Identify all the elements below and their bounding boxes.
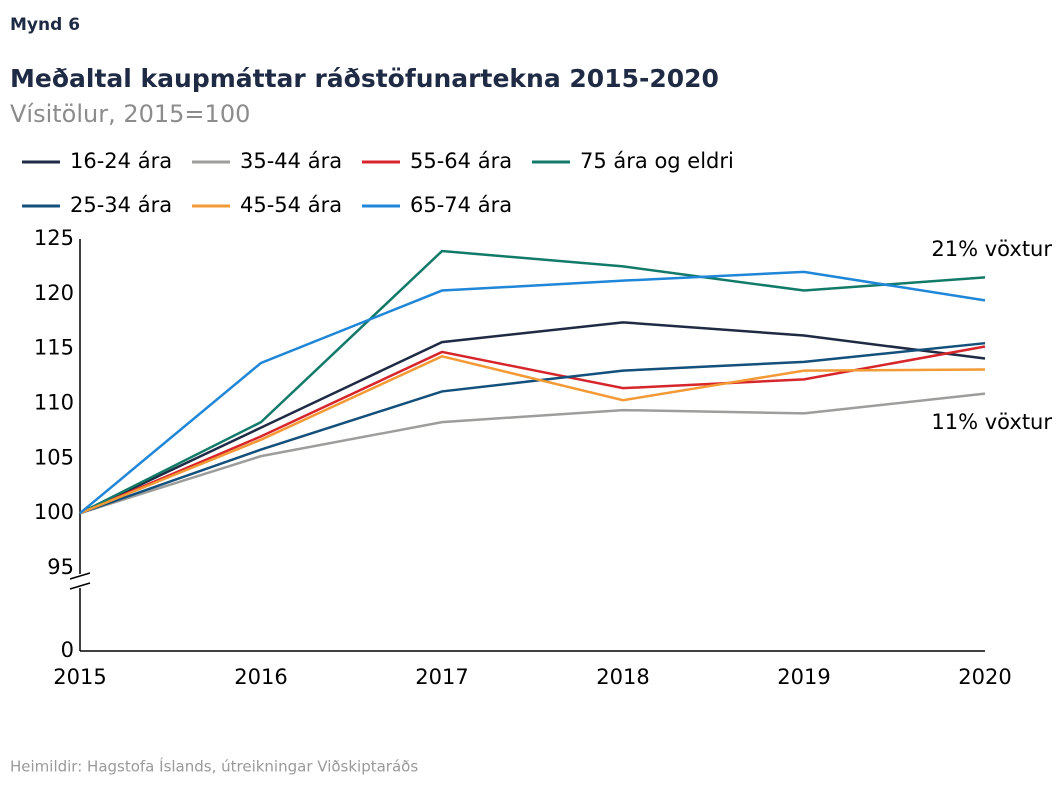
series-line bbox=[79, 355, 986, 515]
legend-label: 16-24 ára bbox=[70, 149, 172, 173]
y-tick-label: 120 bbox=[34, 281, 74, 305]
x-tick-label: 2015 bbox=[53, 665, 106, 689]
y-tick-label: 100 bbox=[34, 500, 74, 524]
chart-subtitle: Vísitölur, 2015=100 bbox=[10, 100, 250, 128]
y-tick-label: 115 bbox=[34, 336, 74, 360]
legend-label: 55-64 ára bbox=[410, 149, 512, 173]
x-tick-label: 2018 bbox=[596, 665, 649, 689]
annotation: 11% vöxtur bbox=[931, 410, 1052, 434]
chart-title: Meðaltal kaupmáttar ráðstöfunartekna 201… bbox=[10, 64, 719, 93]
series-line bbox=[79, 392, 986, 515]
legend-label: 35-44 ára bbox=[240, 149, 342, 173]
y-tick-label: 0 bbox=[61, 638, 74, 662]
series-line bbox=[79, 345, 986, 515]
y-tick-label: 125 bbox=[34, 226, 74, 250]
y-tick-label: 105 bbox=[34, 445, 74, 469]
y-tick-label: 95 bbox=[47, 555, 74, 579]
x-tick-label: 2020 bbox=[958, 665, 1011, 689]
series-line bbox=[79, 321, 986, 515]
series-line bbox=[79, 341, 986, 515]
axis-break-mark bbox=[69, 572, 91, 580]
source-note: Heimildir: Hagstofa Íslands, útreikninga… bbox=[10, 757, 418, 776]
x-tick-label: 2016 bbox=[234, 665, 287, 689]
x-tick-label: 2017 bbox=[415, 665, 468, 689]
x-tick-label: 2019 bbox=[777, 665, 830, 689]
series-line bbox=[79, 249, 986, 515]
figure-label: Mynd 6 bbox=[10, 15, 80, 35]
y-tick-label: 110 bbox=[34, 391, 74, 415]
annotation: 21% vöxtur bbox=[931, 237, 1052, 261]
series-line bbox=[79, 270, 986, 515]
legend-label: 25-34 ára bbox=[70, 193, 172, 217]
axis-break-mark bbox=[69, 582, 91, 590]
legend-label: 65-74 ára bbox=[410, 193, 512, 217]
legend-label: 45-54 ára bbox=[240, 193, 342, 217]
legend-label: 75 ára og eldri bbox=[580, 149, 734, 173]
